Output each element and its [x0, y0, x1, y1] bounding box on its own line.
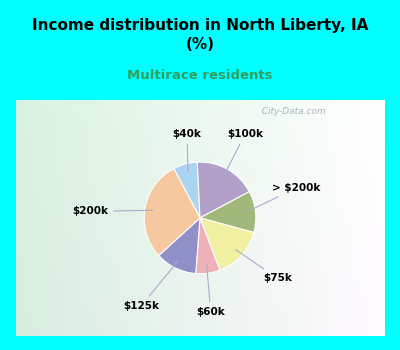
Wedge shape	[196, 218, 220, 274]
Wedge shape	[144, 169, 200, 256]
Wedge shape	[174, 162, 200, 218]
Text: $100k: $100k	[224, 129, 263, 176]
Wedge shape	[197, 162, 249, 218]
Wedge shape	[159, 218, 200, 274]
Text: $200k: $200k	[72, 206, 153, 216]
Text: $75k: $75k	[236, 250, 292, 283]
Text: Income distribution in North Liberty, IA
(%): Income distribution in North Liberty, IA…	[32, 18, 368, 51]
Text: $40k: $40k	[173, 129, 202, 172]
Text: City-Data.com: City-Data.com	[256, 107, 326, 116]
Text: $125k: $125k	[123, 260, 178, 311]
Wedge shape	[200, 218, 254, 270]
Wedge shape	[200, 192, 256, 232]
Text: $60k: $60k	[196, 265, 225, 317]
Text: > $200k: > $200k	[247, 183, 321, 212]
Text: Multirace residents: Multirace residents	[127, 69, 273, 82]
